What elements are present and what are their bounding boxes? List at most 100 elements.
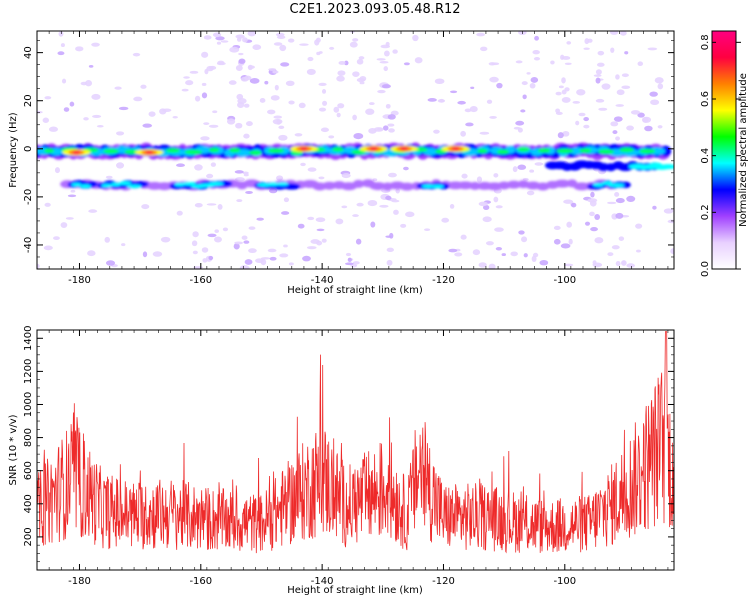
noise-speckle <box>644 125 653 132</box>
band-segment <box>118 181 132 186</box>
noise-speckle <box>267 248 277 253</box>
noise-speckle <box>214 236 222 243</box>
noise-speckle <box>601 83 611 90</box>
noise-speckle <box>392 49 398 54</box>
noise-speckle <box>118 106 129 111</box>
noise-speckle <box>252 44 262 50</box>
noise-speckle <box>495 205 503 209</box>
noise-speckle <box>336 112 341 118</box>
noise-speckle <box>618 236 625 241</box>
noise-speckle <box>589 200 597 207</box>
noise-speckle <box>395 188 400 194</box>
noise-speckle <box>203 122 210 126</box>
noise-speckle <box>469 106 478 113</box>
noise-speckle <box>316 228 325 232</box>
noise-speckle <box>568 238 573 245</box>
noise-speckle <box>583 124 590 129</box>
band-segment <box>44 148 55 154</box>
noise-speckle <box>229 46 240 53</box>
noise-speckle <box>553 238 561 245</box>
snr-panel: -180 -160 -140 -120 -100 200 400 600 800 1000 120… <box>8 326 675 596</box>
noise-speckle <box>279 253 289 258</box>
noise-speckle <box>306 246 317 250</box>
noise-speckle <box>382 125 389 131</box>
noise-speckle <box>615 198 625 204</box>
noise-speckle <box>347 257 352 262</box>
noise-speckle <box>87 250 96 257</box>
noise-speckle <box>393 209 399 215</box>
noise-speckle <box>534 162 544 166</box>
noise-speckle <box>273 115 283 119</box>
noise-speckle <box>595 69 602 75</box>
noise-speckle <box>510 251 518 257</box>
noise-speckle <box>235 177 245 182</box>
noise-speckle <box>450 90 458 94</box>
noise-speckle <box>642 116 652 123</box>
y-tick-label: 1200 <box>23 359 34 384</box>
noise-speckle <box>349 41 358 48</box>
noise-speckle <box>555 91 562 96</box>
noise-speckle <box>255 258 264 264</box>
colorbar-strip <box>712 31 736 269</box>
noise-speckle <box>385 103 391 109</box>
noise-speckle <box>274 84 279 91</box>
noise-speckle <box>595 98 605 103</box>
noise-speckle <box>598 107 608 111</box>
noise-speckle <box>341 173 351 179</box>
noise-speckle <box>480 46 488 52</box>
noise-speckle <box>385 41 390 47</box>
noise-speckle <box>488 263 496 269</box>
noise-speckle <box>208 255 214 261</box>
noise-speckle <box>489 76 499 83</box>
noise-speckle <box>370 221 376 228</box>
x-tick-label: -100 <box>553 576 576 587</box>
band-segment <box>79 184 92 189</box>
chart-title: C2E1.2023.093.05.48.R12 <box>289 2 461 17</box>
colorbar-tick-label: 0.8 <box>700 34 711 50</box>
noise-speckle <box>336 75 345 82</box>
noise-speckle <box>636 249 641 253</box>
noise-speckle <box>316 240 323 246</box>
noise-speckle <box>489 115 497 119</box>
noise-speckle <box>353 132 364 140</box>
noise-speckle <box>132 52 141 57</box>
noise-speckle <box>383 50 390 57</box>
band-segment <box>124 149 139 155</box>
band-segment <box>537 148 551 154</box>
spectrogram-y-ticks: -40 -20 0 20 40 <box>23 40 674 270</box>
band-segment <box>217 180 233 187</box>
noise-speckle <box>383 66 388 72</box>
noise-speckle <box>328 135 335 139</box>
noise-speckle <box>376 58 386 61</box>
band-segment <box>477 148 488 154</box>
band-segment <box>556 148 574 154</box>
noise-speckle <box>539 259 549 266</box>
noise-speckle <box>529 82 536 89</box>
noise-speckle <box>201 51 209 58</box>
noise-speckle <box>194 164 203 171</box>
noise-speckle <box>518 230 525 235</box>
noise-speckle <box>377 89 386 94</box>
noise-speckle <box>550 60 555 65</box>
band-segment <box>553 179 572 188</box>
colorbar: 0.0 0.2 0.4 0.6 0.8 Normalized spectral ampl… <box>700 30 749 277</box>
noise-speckle <box>248 226 256 230</box>
y-tick-label: 600 <box>23 461 34 480</box>
noise-speckle <box>345 252 352 257</box>
noise-speckle <box>388 172 397 178</box>
band-segment <box>103 148 119 154</box>
noise-speckle <box>206 173 214 179</box>
y-tick-label: 1400 <box>23 326 34 351</box>
noise-speckle <box>206 203 217 206</box>
noise-speckle <box>534 35 540 41</box>
noise-speckle <box>44 96 52 100</box>
noise-speckle <box>493 173 499 178</box>
band-segment <box>579 148 592 154</box>
noise-speckle <box>367 200 378 207</box>
noise-speckle <box>283 197 290 203</box>
noise-speckle <box>532 50 540 55</box>
noise-speckle <box>65 217 74 220</box>
noise-speckle <box>275 32 285 37</box>
noise-speckle <box>272 70 279 74</box>
noise-speckle <box>287 38 295 43</box>
